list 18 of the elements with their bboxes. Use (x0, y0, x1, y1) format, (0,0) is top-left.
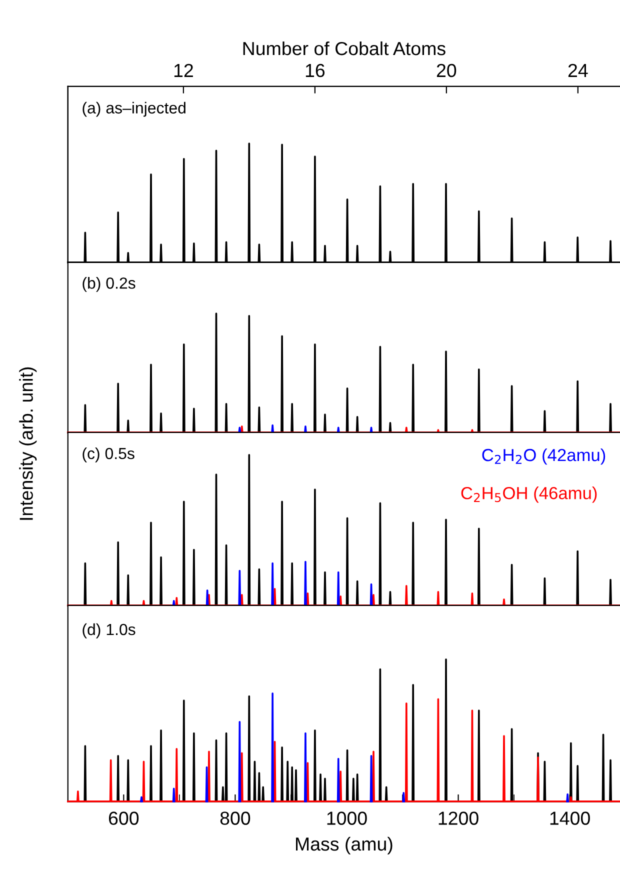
text: (d) 1.0s (82, 623, 136, 638)
x-tick-label: 1000 (327, 812, 367, 825)
x-tick-label: 1400 (550, 812, 590, 825)
x2-tick-label: 24 (568, 64, 588, 77)
y-axis-title: Intensity (arb. unit) (19, 367, 37, 520)
text: (b) 0.2s (82, 277, 136, 292)
x2-tick-label: 20 (436, 64, 456, 78)
annotation: (c) 0.5s (82, 447, 134, 462)
text: (a) as–injected (82, 102, 186, 117)
x2-axis-title: Number of Cobalt Atoms (243, 41, 446, 56)
text: C$_{2}$H$_{5}$OH (46amu) (461, 486, 597, 503)
text: C$_{2}$H$_{2}$O (42amu) (482, 448, 606, 465)
x-tick-label: 800 (220, 812, 250, 825)
x-axis-title: Mass (amu) (296, 836, 392, 854)
x2-tick-label: 12 (174, 64, 193, 77)
x-tick-label: 600 (108, 812, 139, 825)
x-tick-label: 1200 (438, 812, 478, 825)
x2-tick-label: 16 (306, 64, 325, 78)
